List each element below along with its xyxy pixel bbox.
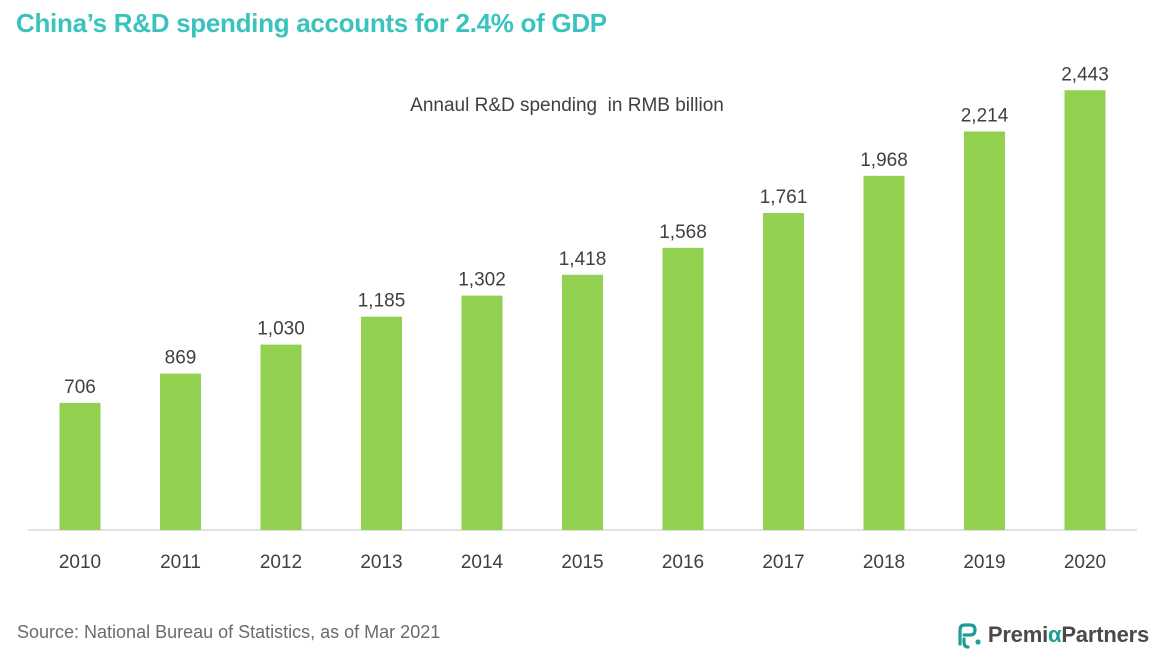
x-tick-label-2011: 2011 <box>160 552 201 573</box>
bar-2013 <box>361 316 402 530</box>
bar-value-label-2012: 1,030 <box>257 319 305 340</box>
bar-2019 <box>964 131 1005 530</box>
logo-text-premi: Premi <box>987 622 1048 647</box>
logo-mark-icon <box>958 623 981 649</box>
bar-2010 <box>59 402 101 530</box>
bar-value-label-2017: 1,761 <box>760 187 808 208</box>
x-tick-label-2018: 2018 <box>863 552 905 573</box>
x-tick-label-2016: 2016 <box>662 552 704 573</box>
bar-value-label-2018: 1,968 <box>860 150 908 171</box>
x-tick-label-2010: 2010 <box>59 552 101 573</box>
bars-group <box>59 90 1106 531</box>
bar-labels-group: 706 869 1,030 1,185 1,302 1,418 1,568 1,761 1,96… <box>64 64 1109 398</box>
x-tick-label-2017: 2017 <box>762 552 804 573</box>
source-note: Source: National Bureau of Statistics, a… <box>17 622 441 642</box>
bar-2020 <box>1064 90 1106 531</box>
page-title: China’s R&D spending accounts for 2.4% o… <box>16 8 607 38</box>
bar-value-label-2011: 869 <box>165 348 197 369</box>
bar-value-label-2010: 706 <box>64 377 96 398</box>
bar-2012 <box>260 344 302 530</box>
bar-value-label-2019: 2,214 <box>961 106 1009 127</box>
bar-value-label-2020: 2,443 <box>1061 64 1109 85</box>
bar-value-label-2016: 1,568 <box>659 222 707 243</box>
bar-2018 <box>863 175 905 531</box>
bar-2011 <box>160 373 201 530</box>
x-tick-label-2015: 2015 <box>561 552 603 573</box>
chart-subtitle: Annaul R&D spending in RMB billion <box>410 95 724 116</box>
x-tick-label-2014: 2014 <box>461 552 504 573</box>
bar-value-label-2013: 1,185 <box>358 291 406 312</box>
bar-2014 <box>461 295 503 530</box>
logo-text-alpha: α <box>1048 622 1062 647</box>
bar-value-label-2014: 1,302 <box>458 270 506 291</box>
premia-partners-logo: PremiαPartners <box>954 620 1149 650</box>
bar-2016 <box>662 247 704 531</box>
x-tick-labels-group: 2010 2011 2012 2013 2014 2015 2016 2017 2018 2019… <box>59 552 1106 573</box>
bar-2017 <box>763 213 804 530</box>
bar-value-label-2015: 1,418 <box>559 249 607 270</box>
x-tick-label-2013: 2013 <box>360 552 402 573</box>
x-tick-label-2019: 2019 <box>963 552 1005 573</box>
bar-2015 <box>562 274 603 530</box>
logo-text-partners: Partners <box>1061 622 1149 647</box>
x-tick-label-2020: 2020 <box>1064 552 1106 573</box>
logo-text: PremiαPartners <box>988 622 1149 648</box>
x-tick-label-2012: 2012 <box>260 552 302 573</box>
